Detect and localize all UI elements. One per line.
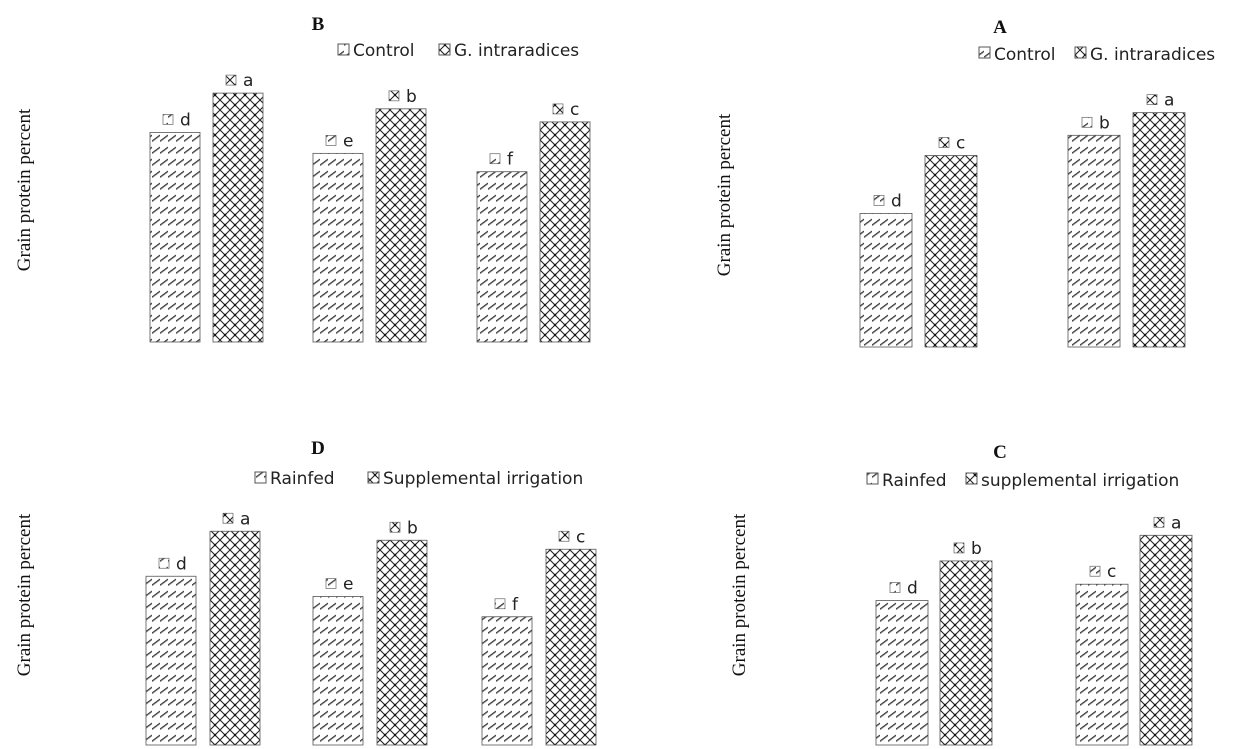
y-axis-label: Grain protein percent xyxy=(729,513,750,676)
data-label-letter: a xyxy=(1171,513,1181,533)
data-label-swatch xyxy=(325,135,337,146)
panel-d: D Grain protein percent Rainfed Suppleme… xyxy=(14,438,597,746)
panel-b: B Grain protein percent Control G. intra… xyxy=(14,14,591,343)
legend-swatch-treatment xyxy=(1074,46,1087,59)
legend: Rainfed Supplemental irrigation xyxy=(254,469,583,489)
data-label-swatch xyxy=(1081,116,1093,128)
data-label-letter: d xyxy=(891,191,902,211)
y-axis-label: Grain protein percent xyxy=(714,113,735,276)
legend-label: supplemental irrigation xyxy=(981,471,1179,491)
data-label-swatch xyxy=(489,153,501,165)
bar-control xyxy=(875,600,929,746)
legend: Control G. intraradices xyxy=(978,45,1215,65)
y-axis-label: Grain protein percent xyxy=(14,513,35,676)
data-label-swatch xyxy=(558,530,570,542)
bar-treatment xyxy=(545,548,597,746)
bar-treatment xyxy=(209,530,261,746)
data-label-swatch xyxy=(158,557,170,569)
data-label-letter: a xyxy=(1164,91,1174,111)
bar-control xyxy=(312,596,364,746)
bar-control xyxy=(476,171,528,343)
data-label-letter: d xyxy=(176,554,187,574)
bar-treatment xyxy=(1132,112,1186,348)
panel-title: A xyxy=(993,17,1007,38)
data-label-swatch xyxy=(889,582,901,593)
data-label-letter: a xyxy=(240,509,250,529)
bar-treatment xyxy=(939,560,993,746)
bar-control xyxy=(481,616,533,746)
data-label-swatch xyxy=(1153,516,1165,528)
legend-swatch-treatment xyxy=(367,471,380,484)
data-label-swatch xyxy=(389,521,401,533)
panel-a: A Grain protein percent Control G. intra… xyxy=(714,17,1215,348)
data-label-swatch xyxy=(552,103,564,115)
legend-swatch-control xyxy=(254,471,267,484)
panel-c: C Grain protein percent Rainfed suppleme… xyxy=(729,442,1193,746)
panel-title: D xyxy=(311,438,325,459)
legend-label: Control xyxy=(994,45,1055,65)
data-label-letter: c xyxy=(956,133,965,153)
legend-swatch-treatment xyxy=(965,472,978,485)
bar-treatment xyxy=(539,121,591,343)
bar-treatment xyxy=(1139,534,1193,746)
bar-control xyxy=(149,131,201,343)
bar-control xyxy=(145,575,197,746)
panel-title: C xyxy=(993,442,1007,463)
panel-title: B xyxy=(312,14,325,35)
bar-treatment xyxy=(212,92,264,343)
bar-treatment xyxy=(376,539,428,746)
data-label-letter: e xyxy=(343,575,353,595)
bar-control xyxy=(312,152,364,343)
data-label-letter: c xyxy=(576,527,585,547)
data-label-swatch xyxy=(325,578,337,589)
data-label-letter: f xyxy=(512,595,519,615)
data-label-swatch xyxy=(162,114,174,125)
legend-swatch-control xyxy=(337,43,350,56)
data-label-letter: f xyxy=(507,150,514,170)
bars: d a e b f c xyxy=(149,71,591,343)
data-label-letter: b xyxy=(1099,113,1110,133)
data-label-letter: e xyxy=(343,131,353,151)
data-label-swatch xyxy=(1146,94,1158,105)
bar-treatment xyxy=(924,155,978,348)
bar-treatment xyxy=(375,108,427,343)
data-label-swatch xyxy=(388,90,400,102)
data-label-letter: c xyxy=(570,100,579,120)
legend-swatch-treatment xyxy=(438,43,451,56)
data-label-letter: d xyxy=(180,110,191,130)
data-label-letter: c xyxy=(1107,562,1116,582)
data-label-swatch xyxy=(873,195,885,206)
legend-swatch-control xyxy=(866,472,879,485)
data-label-letter: b xyxy=(971,539,982,559)
data-label-swatch xyxy=(494,598,506,610)
data-label-swatch xyxy=(938,137,950,148)
data-label-swatch xyxy=(953,542,965,554)
legend: Control G. intraradices xyxy=(337,41,579,61)
data-label-swatch xyxy=(1089,565,1101,577)
legend-label: G. intraradices xyxy=(1090,45,1215,65)
legend: Rainfed supplemental irrigation xyxy=(866,471,1179,491)
legend-label: Rainfed xyxy=(882,471,947,491)
legend-label: Control xyxy=(353,41,414,61)
bar-control xyxy=(1067,134,1121,348)
data-label-letter: b xyxy=(407,518,418,538)
legend-label: Rainfed xyxy=(270,469,335,489)
legend-label: Supplemental irrigation xyxy=(383,469,583,489)
bars: d c b a xyxy=(859,91,1186,348)
data-label-swatch xyxy=(225,74,237,86)
bar-control xyxy=(1075,583,1129,746)
data-label-letter: a xyxy=(243,71,253,91)
bar-control xyxy=(859,213,913,348)
y-axis-label: Grain protein percent xyxy=(14,108,35,271)
bars: d a e b f c xyxy=(145,509,597,746)
data-label-letter: b xyxy=(406,87,417,107)
data-label-swatch xyxy=(222,512,234,524)
legend-label: G. intraradices xyxy=(454,41,579,61)
legend-swatch-control xyxy=(978,46,991,59)
bars: d b c a xyxy=(875,513,1193,746)
data-label-letter: d xyxy=(907,579,918,599)
